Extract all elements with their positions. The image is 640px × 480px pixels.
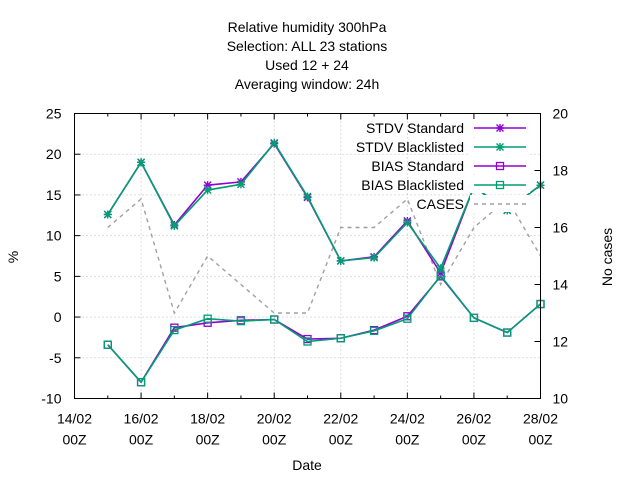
y-tick-label: 15 [46, 187, 62, 203]
series-line [107, 197, 542, 315]
y-tick-label: -10 [41, 391, 61, 407]
legend-label: BIAS Standard [371, 158, 464, 174]
data-point [336, 334, 345, 343]
x-tick-label: 00Z [462, 432, 487, 448]
data-point [403, 314, 412, 323]
data-point [170, 221, 179, 230]
data-point [236, 180, 245, 189]
title-line: Averaging window: 24h [235, 76, 380, 92]
x-tick-label: 00Z [262, 432, 287, 448]
series-cases [107, 197, 542, 315]
data-point [403, 218, 412, 227]
y-axis-label: % [5, 251, 21, 263]
data-point [469, 313, 479, 323]
data-point [336, 256, 345, 265]
data-point [303, 192, 312, 201]
legend-label: BIAS Blacklisted [361, 177, 464, 193]
series-line [107, 275, 542, 384]
x-tick-label: 20/02 [257, 411, 292, 427]
title-line: Relative humidity 300hPa [228, 19, 387, 35]
series-bias-blacklisted [103, 271, 545, 387]
y-tick-label: 25 [46, 106, 62, 122]
y2-tick-label: 18 [553, 163, 569, 179]
legend-label: STDV Standard [366, 120, 464, 136]
data-point [236, 316, 246, 326]
y2-axis-label: No cases [599, 228, 615, 286]
data-point [203, 314, 212, 323]
series-layer [103, 138, 545, 387]
y-tick-label: 20 [46, 146, 62, 162]
x-tick-label: 00Z [62, 432, 87, 448]
legend: STDV Standard STDV Blacklisted BIAS Standa… [356, 119, 530, 212]
title-line: Selection: ALL 23 stations [227, 38, 388, 54]
y2-tick-label: 10 [553, 391, 569, 407]
x-tick-label: 24/02 [390, 411, 425, 427]
y-tick-label: 0 [54, 309, 62, 325]
x-tick-label: 00Z [129, 432, 154, 448]
data-point [270, 138, 279, 147]
data-point [170, 325, 179, 335]
data-point [103, 340, 112, 349]
data-point [436, 271, 445, 280]
data-point [369, 326, 379, 336]
y-tick-label: -5 [49, 350, 62, 366]
x-tick-label: 22/02 [323, 411, 358, 427]
x-axis-label: Date [292, 457, 322, 473]
legend-marker [496, 143, 504, 151]
data-point [503, 328, 512, 337]
data-point [370, 253, 379, 262]
x-tick-label: 14/02 [57, 411, 92, 427]
tick-labels: 14/02 00Z 16/02 00Z 18/02 00Z 20/02 00Z 22/02 00Z… [41, 106, 568, 448]
x-tick-label: 16/02 [124, 411, 159, 427]
y2-tick-label: 14 [553, 277, 569, 293]
legend-label: CASES [417, 196, 464, 212]
data-point [303, 337, 312, 346]
data-point [436, 264, 445, 273]
y-tick-label: 10 [46, 228, 62, 244]
y2-tick-label: 12 [553, 334, 569, 350]
x-tick-label: 28/02 [523, 411, 558, 427]
x-tick-label: 00Z [329, 432, 354, 448]
legend-marker [496, 124, 504, 132]
y2-tick-label: 20 [553, 106, 569, 122]
data-point [203, 181, 212, 190]
y2-tick-label: 16 [553, 220, 569, 236]
data-point [136, 378, 146, 387]
plot-frame [74, 113, 541, 399]
x-tick-label: 00Z [395, 432, 420, 448]
legend-label: STDV Blacklisted [356, 139, 464, 155]
x-tick-label: 26/02 [456, 411, 491, 427]
ticks [74, 113, 541, 399]
data-point [203, 186, 212, 195]
grid [74, 113, 541, 399]
legend-marker [495, 161, 505, 171]
x-tick-label: 00Z [196, 432, 221, 448]
series-line [107, 141, 541, 270]
legend-marker [495, 180, 505, 190]
title-line: Used 12 + 24 [265, 57, 349, 73]
x-tick-label: 00Z [528, 432, 553, 448]
y-tick-label: 5 [54, 268, 62, 284]
x-tick-label: 18/02 [190, 411, 225, 427]
data-point [103, 210, 112, 219]
data-point [137, 158, 146, 167]
chart-title: Relative humidity 300hPa Selection: ALL 2… [227, 19, 388, 92]
data-point [270, 315, 279, 324]
series-line [107, 274, 542, 384]
